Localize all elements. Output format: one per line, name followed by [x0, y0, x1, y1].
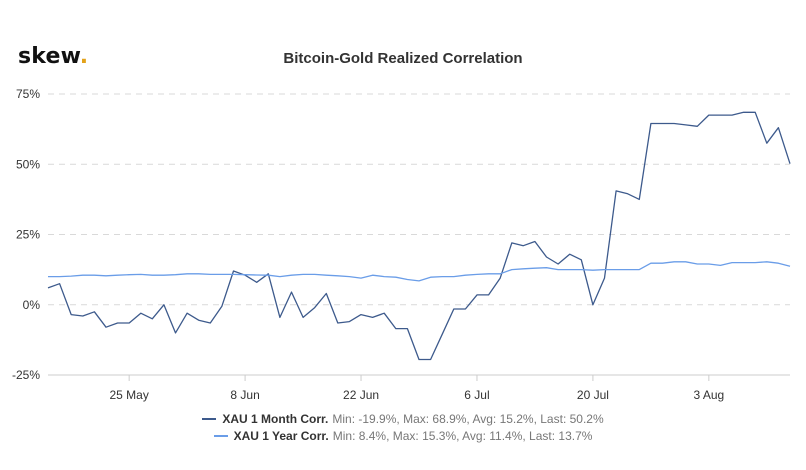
- legend-swatch-1y: [213, 434, 228, 437]
- x-tick-label: 25 May: [109, 388, 148, 402]
- y-tick-label: 0%: [23, 298, 41, 312]
- legend-name-1y: XAU 1 Year Corr.: [233, 428, 329, 443]
- logo-text: skew: [18, 44, 80, 69]
- legend-item-1y[interactable]: XAU 1 Year Corr. Min: 8.4%, Max: 15.3%, …: [0, 427, 806, 444]
- x-tick-label: 8 Jun: [230, 388, 259, 402]
- y-tick-label: 75%: [16, 87, 40, 101]
- series-lines: [47, 111, 791, 361]
- legend-stats-1y: Min: 8.4%, Max: 15.3%, Avg: 11.4%, Last:…: [332, 428, 593, 443]
- legend-swatch-1m: [202, 417, 217, 420]
- x-tick-label: 22 Jun: [343, 388, 379, 402]
- skew-logo: skew.: [18, 44, 88, 69]
- chart-title: Bitcoin-Gold Realized Correlation: [283, 50, 523, 67]
- y-tick-label: 50%: [16, 157, 40, 171]
- y-tick-label: -25%: [12, 368, 40, 382]
- series-line-1y[interactable]: [48, 261, 791, 282]
- x-tick-label: 20 Jul: [577, 388, 609, 402]
- x-tick-label: 3 Aug: [693, 388, 724, 402]
- x-tick-label: 6 Jul: [464, 388, 489, 402]
- legend-item-1m[interactable]: XAU 1 Month Corr. Min: -19.9%, Max: 68.9…: [0, 410, 806, 427]
- legend-name-1m: XAU 1 Month Corr.: [222, 411, 329, 426]
- grid-lines: [48, 93, 790, 376]
- axis-labels: -25% 0% 25% 50% 75% 25 May 8 Jun 22 Jun 6 Jul 20 …: [12, 87, 790, 402]
- chart-legend: XAU 1 Month Corr. Min: -19.9%, Max: 68.9…: [0, 410, 806, 444]
- legend-stats-1m: Min: -19.9%, Max: 68.9%, Avg: 15.2%, Las…: [332, 411, 604, 426]
- logo-dot: .: [79, 44, 89, 69]
- series-line-1m[interactable]: [47, 111, 791, 361]
- y-tick-label: 25%: [16, 228, 40, 242]
